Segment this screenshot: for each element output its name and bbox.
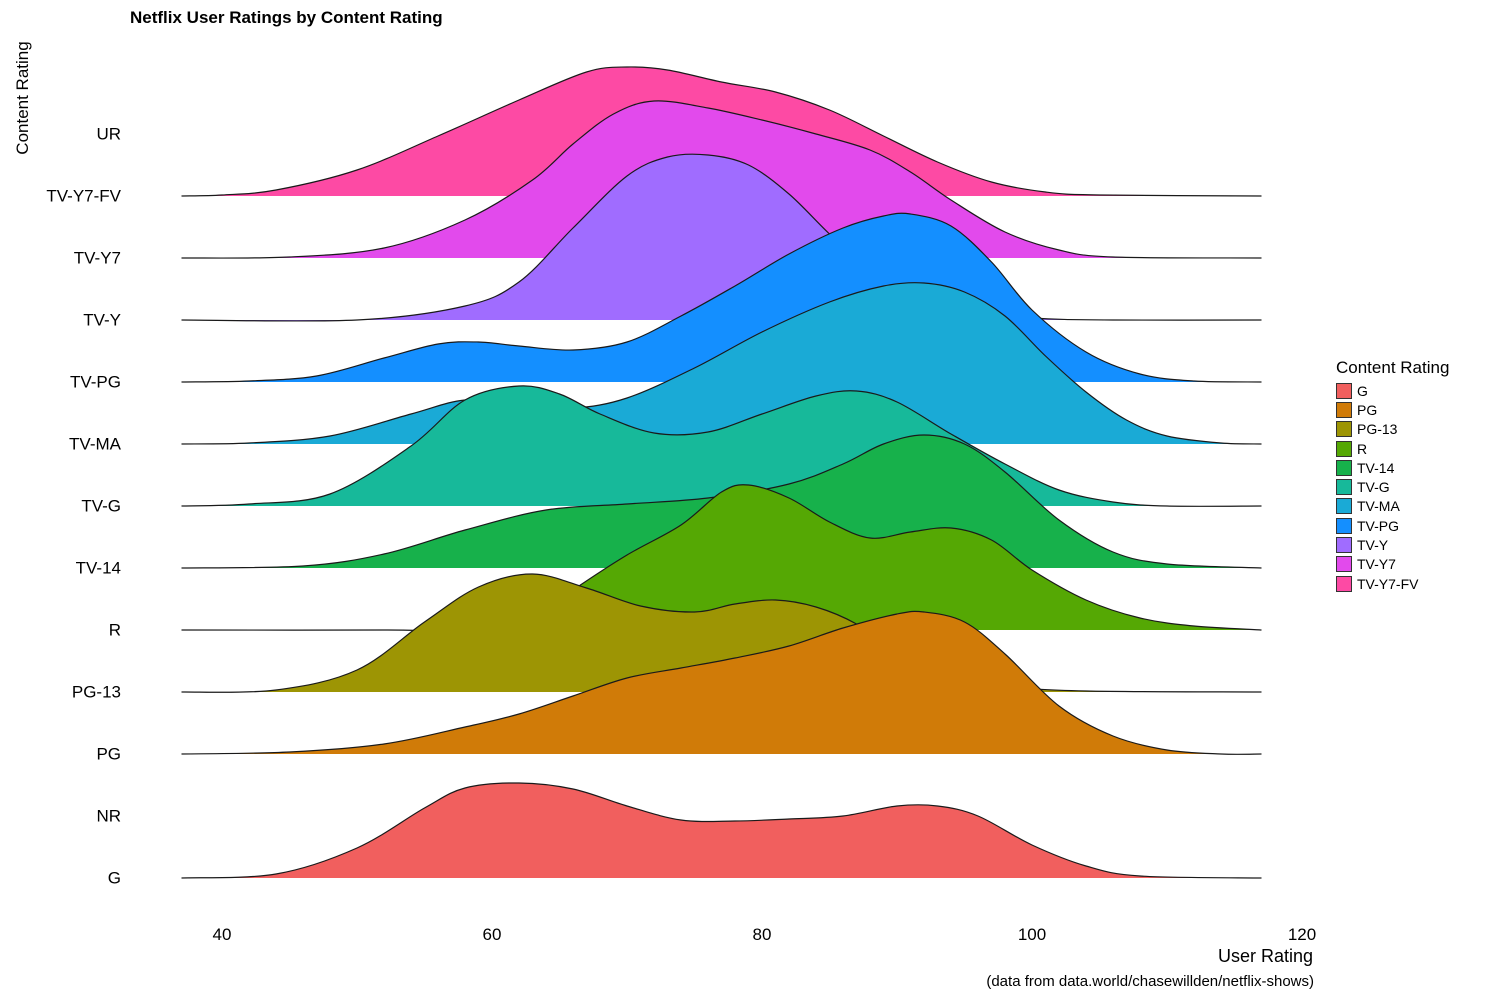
y-tick-label: PG	[96, 744, 121, 763]
ridge-outline-tv-ma	[181, 281, 1262, 445]
ridge-area-g	[181, 782, 1262, 878]
chart-title: Netflix User Ratings by Content Rating	[130, 8, 443, 27]
x-tick-label: 80	[753, 925, 772, 944]
y-tick-label: TV-Y7-FV	[46, 186, 121, 205]
legend-key	[1336, 537, 1352, 554]
legend-item: G	[1336, 381, 1449, 400]
ridge-area-pg	[181, 611, 1262, 755]
y-tick-label: PG-13	[72, 682, 121, 701]
ridge-outline-tv-14	[181, 434, 1262, 569]
legend-item: TV-PG	[1336, 516, 1449, 535]
x-tick-labels: 40 60 80 100 120	[213, 925, 1317, 944]
y-tick-label: NR	[96, 806, 121, 825]
y-tick-label: TV-PG	[70, 372, 121, 391]
y-tick-label: R	[109, 620, 121, 639]
legend-label: TV-Y	[1357, 537, 1389, 554]
x-tick-label: 40	[213, 925, 232, 944]
x-tick-label: 60	[483, 925, 502, 944]
y-tick-label: TV-Y7	[74, 248, 121, 267]
legend-key	[1336, 421, 1352, 438]
ridge-outline-tv-g	[181, 385, 1262, 507]
legend-item: PG	[1336, 400, 1449, 419]
legend-label: TV-14	[1357, 459, 1395, 476]
legend-label: TV-Y7	[1357, 556, 1396, 573]
legend-item: PG-13	[1336, 420, 1449, 439]
ridge-outline-pg	[181, 610, 1262, 755]
ridge-area-r	[181, 484, 1262, 632]
legend-item: TV-Y	[1336, 535, 1449, 554]
legend-label: TV-MA	[1357, 498, 1400, 515]
legend: Content Rating G PG PG-13 R TV-14 TV-G TV-MA TV…	[1336, 358, 1449, 593]
ridge-area-tv-y	[181, 154, 1262, 322]
legend-key	[1336, 440, 1352, 457]
x-axis-title: User Rating	[1218, 946, 1313, 966]
y-tick-label: TV-G	[81, 496, 121, 515]
data-source-caption: (data from data.world/chasewillden/netfl…	[986, 973, 1314, 990]
ridge-outline-tv-pg	[181, 212, 1262, 383]
legend-label: PG-13	[1357, 421, 1398, 438]
y-axis-title: Content Rating	[13, 41, 32, 154]
legend-items: G PG PG-13 R TV-14 TV-G TV-MA TV-PG TV-Y TV-Y7 TV-…	[1336, 381, 1449, 593]
legend-title: Content Rating	[1336, 358, 1450, 377]
y-tick-labels: G NR PG PG-13 R TV-14 TV-G TV-MA TV-PG TV-Y TV-Y7 T…	[46, 124, 121, 887]
legend-label: TV-Y7-FV	[1357, 575, 1419, 592]
y-tick-label: TV-Y	[83, 310, 121, 329]
y-tick-label: G	[108, 868, 121, 887]
legend-key	[1336, 459, 1352, 476]
legend-key	[1336, 517, 1352, 534]
legend-item: TV-G	[1336, 477, 1449, 496]
legend-item: TV-Y7-FV	[1336, 574, 1449, 593]
legend-label: G	[1357, 382, 1368, 399]
y-tick-label: TV-MA	[69, 434, 122, 453]
ridge-outline-tv-y7	[181, 100, 1262, 259]
legend-label: PG	[1357, 401, 1378, 418]
legend-item: TV-MA	[1336, 497, 1449, 516]
legend-key	[1336, 382, 1352, 399]
ridge-area-tv-ma	[181, 282, 1262, 444]
legend-key	[1336, 575, 1352, 592]
x-tick-label: 120	[1288, 925, 1316, 944]
x-tick-label: 100	[1018, 925, 1046, 944]
legend-label: R	[1357, 440, 1368, 457]
legend-key	[1336, 556, 1352, 573]
legend-key	[1336, 498, 1352, 515]
legend-key	[1336, 401, 1352, 418]
y-tick-label: UR	[96, 124, 121, 143]
ridge-outline-g	[181, 782, 1262, 879]
ridges-group	[181, 66, 1262, 879]
legend-item: TV-Y7	[1336, 555, 1449, 574]
legend-item: TV-14	[1336, 458, 1449, 477]
legend-label: TV-PG	[1357, 517, 1400, 534]
legend-key	[1336, 479, 1352, 496]
y-tick-label: TV-14	[76, 558, 121, 577]
legend-item: R	[1336, 439, 1449, 458]
ridge-outline-tv-y7-fv	[181, 66, 1262, 197]
legend-label: TV-G	[1357, 479, 1390, 496]
